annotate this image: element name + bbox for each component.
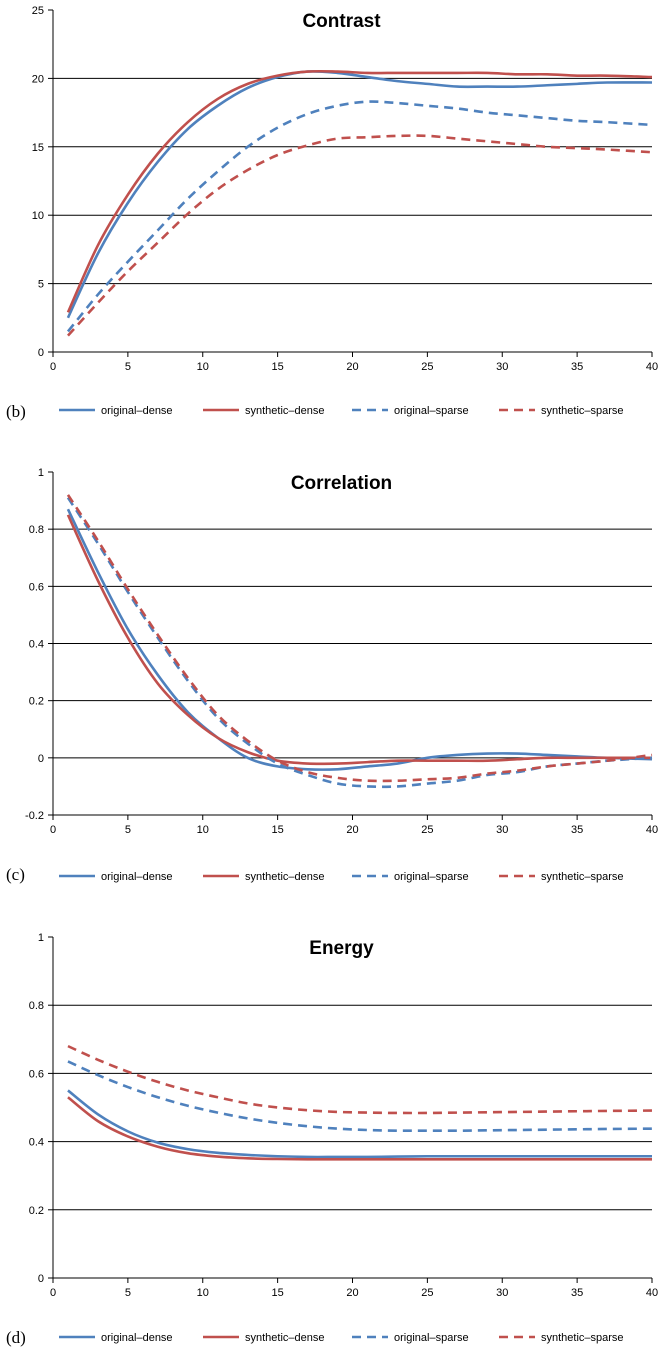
x-tick-label: 25 (421, 361, 433, 373)
y-tick-label: 0.4 (29, 1137, 44, 1149)
x-tick-label: 30 (496, 824, 508, 836)
y-tick-label: -0.2 (25, 810, 44, 822)
series-line-2 (66, 69, 653, 313)
legend-label: synthetic–dense (245, 405, 325, 417)
panel-label: (d) (6, 1328, 26, 1347)
legend: original–dense synthetic–dense original–sp… (59, 871, 624, 883)
chart-title: Correlation (291, 473, 392, 494)
x-tick-label: 30 (496, 1287, 508, 1299)
x-tick-label: 20 (346, 361, 358, 373)
y-tick-label: 0.2 (29, 1205, 44, 1217)
x-tick-label: 20 (346, 1287, 358, 1299)
y-tick-label: 20 (32, 73, 44, 85)
chart-title: Energy (309, 938, 374, 959)
legend-label: original–dense (101, 871, 173, 883)
legend-label: original–sparse (394, 871, 469, 883)
x-tick-label: 15 (272, 361, 284, 373)
series-line-2 (66, 514, 652, 766)
x-tick-label: 10 (197, 1287, 209, 1299)
legend-label: original–sparse (394, 405, 469, 417)
chart-contrast: 0 5 10 15 20 25 0 5 10 15 20 25 30 35 40 Contrast (b) ori… (6, 5, 658, 421)
y-tick-label: 5 (38, 279, 44, 291)
x-tick-label: 5 (125, 1287, 131, 1299)
legend-label: original–sparse (394, 1332, 469, 1344)
y-tick-label: 25 (32, 5, 44, 17)
x-tick-label: 10 (197, 361, 209, 373)
x-tick-label: 35 (571, 1287, 583, 1299)
y-tick-label: 0 (38, 1273, 44, 1285)
x-tick-label: 0 (50, 1287, 56, 1299)
y-tick-label: 1 (38, 467, 44, 479)
chart-correlation: -0.200.20.40.60.810 5 10 15 20 25 30 35 40Correl… (6, 467, 658, 884)
legend-label: original–dense (101, 1332, 173, 1344)
x-tick-label: 15 (272, 824, 284, 836)
y-tick-label: 10 (32, 210, 44, 222)
legend: original–dense synthetic–dense original–sp… (59, 1332, 624, 1344)
x-tick-label: 35 (571, 361, 583, 373)
y-tick-label: 0.2 (29, 696, 44, 708)
legend-label: synthetic–sparse (541, 871, 624, 883)
x-tick-label: 10 (197, 824, 209, 836)
y-tick-label: 0.4 (29, 639, 44, 651)
legend-label: synthetic–dense (245, 871, 325, 883)
y-tick-label: 0.8 (29, 524, 44, 536)
x-tick-label: 25 (421, 1287, 433, 1299)
x-tick-label: 35 (571, 824, 583, 836)
legend-label: synthetic–dense (245, 1332, 325, 1344)
y-tick-label: 0 (38, 753, 44, 765)
y-tick-label: 1 (38, 932, 44, 944)
series-line-3 (66, 497, 653, 789)
x-tick-label: 40 (646, 361, 658, 373)
y-tick-label: 15 (32, 142, 44, 154)
series-line-2 (67, 1096, 652, 1161)
legend: original–dense synthetic–dense original–sp… (59, 405, 624, 417)
legend-label: synthetic–sparse (541, 405, 624, 417)
x-tick-label: 0 (50, 824, 56, 836)
x-tick-label: 25 (421, 824, 433, 836)
x-tick-label: 15 (272, 1287, 284, 1299)
x-tick-label: 30 (496, 361, 508, 373)
y-tick-label: 0.6 (29, 1068, 44, 1080)
x-tick-label: 40 (646, 1287, 658, 1299)
series-line-1 (66, 508, 653, 771)
series-line-1 (66, 70, 653, 319)
y-tick-label: 0.6 (29, 581, 44, 593)
panel-label: (c) (6, 865, 25, 884)
panel-label: (b) (6, 402, 26, 421)
series-line-1 (67, 1089, 652, 1159)
x-tick-label: 40 (646, 824, 658, 836)
chart-title: Contrast (302, 11, 381, 32)
legend-label: synthetic–sparse (541, 1332, 624, 1344)
y-tick-label: 0 (38, 347, 44, 359)
x-tick-label: 20 (346, 824, 358, 836)
x-tick-label: 0 (50, 361, 56, 373)
x-tick-label: 5 (125, 824, 131, 836)
series-line-3 (66, 100, 653, 333)
series-line-4 (67, 1044, 653, 1115)
series-line-4 (67, 134, 653, 337)
series-line-4 (66, 494, 653, 783)
x-tick-label: 5 (125, 361, 131, 373)
y-tick-label: 0.8 (29, 1000, 44, 1012)
legend-label: original–dense (101, 405, 173, 417)
series-line-3 (67, 1060, 653, 1133)
